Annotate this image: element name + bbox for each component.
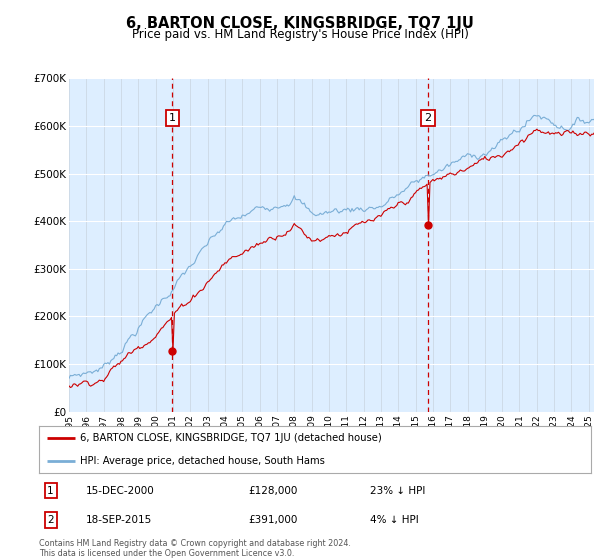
Text: 2: 2 xyxy=(424,113,431,123)
Text: 2: 2 xyxy=(47,515,54,525)
Text: 4% ↓ HPI: 4% ↓ HPI xyxy=(370,515,419,525)
Text: 18-SEP-2015: 18-SEP-2015 xyxy=(86,515,152,525)
Text: 6, BARTON CLOSE, KINGSBRIDGE, TQ7 1JU (detached house): 6, BARTON CLOSE, KINGSBRIDGE, TQ7 1JU (d… xyxy=(80,433,382,443)
Text: 1: 1 xyxy=(47,486,54,496)
Text: 15-DEC-2000: 15-DEC-2000 xyxy=(86,486,155,496)
Text: Price paid vs. HM Land Registry's House Price Index (HPI): Price paid vs. HM Land Registry's House … xyxy=(131,28,469,41)
Text: HPI: Average price, detached house, South Hams: HPI: Average price, detached house, Sout… xyxy=(80,456,325,466)
Text: £391,000: £391,000 xyxy=(249,515,298,525)
Text: 6, BARTON CLOSE, KINGSBRIDGE, TQ7 1JU: 6, BARTON CLOSE, KINGSBRIDGE, TQ7 1JU xyxy=(126,16,474,31)
Text: 23% ↓ HPI: 23% ↓ HPI xyxy=(370,486,425,496)
Text: Contains HM Land Registry data © Crown copyright and database right 2024.
This d: Contains HM Land Registry data © Crown c… xyxy=(39,539,351,558)
Text: 1: 1 xyxy=(169,113,176,123)
Text: £128,000: £128,000 xyxy=(249,486,298,496)
